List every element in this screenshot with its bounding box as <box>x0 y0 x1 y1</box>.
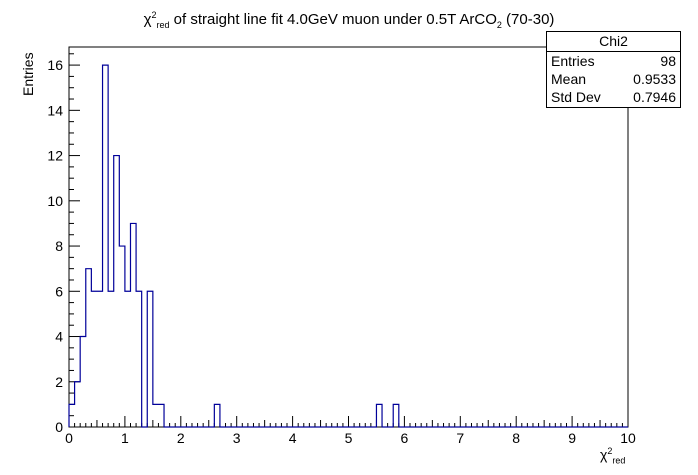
histogram-bin <box>136 291 142 427</box>
histogram-bin <box>103 65 109 427</box>
histogram-bin <box>147 291 153 427</box>
stats-box-name: Chi2 <box>547 32 680 52</box>
x-tick-label: 3 <box>233 430 241 446</box>
y-tick-label: 10 <box>47 193 63 209</box>
y-tick-label: 0 <box>55 419 63 435</box>
x-tick-label: 10 <box>620 430 636 446</box>
y-tick-label: 8 <box>55 238 63 254</box>
stats-label: Entries <box>551 53 595 69</box>
y-tick-label: 16 <box>47 57 63 73</box>
y-tick-label: 14 <box>47 102 63 118</box>
histogram-bin <box>214 404 220 427</box>
histogram-bin <box>86 269 92 427</box>
x-tick-label: 8 <box>512 430 520 446</box>
stats-row-mean: Mean 0.9533 <box>547 70 680 88</box>
stats-label: Mean <box>551 71 587 87</box>
y-tick-label: 12 <box>47 148 63 164</box>
stats-box: Chi2 Entries 98 Mean 0.9533 Std Dev 0.79… <box>546 31 681 108</box>
stats-label: Std Dev <box>551 89 601 105</box>
histogram-bin <box>153 404 159 427</box>
x-tick-label: 2 <box>177 430 185 446</box>
x-axis-label: χ2red <box>600 446 626 466</box>
histogram-outline <box>68 64 628 428</box>
y-axis-label: Entries <box>20 52 36 96</box>
histogram-bin <box>114 156 120 427</box>
stats-value: 98 <box>660 53 676 69</box>
y-tick-label: 2 <box>55 374 63 390</box>
stats-value: 0.7946 <box>633 89 676 105</box>
stats-row-stddev: Std Dev 0.7946 <box>547 88 680 106</box>
histogram-bin <box>108 291 114 427</box>
stats-value: 0.9533 <box>633 71 676 87</box>
histogram-bin <box>393 404 399 427</box>
x-tick-label: 6 <box>401 430 409 446</box>
histogram-bin <box>91 291 97 427</box>
histogram-bin <box>119 246 125 427</box>
histogram-bin <box>125 291 131 427</box>
x-tick-label: 1 <box>121 430 129 446</box>
x-tick-label: 4 <box>289 430 297 446</box>
histogram-bin <box>158 404 164 427</box>
x-tick-label: 0 <box>65 430 73 446</box>
x-tick-label: 9 <box>568 430 576 446</box>
histogram-bin <box>376 404 382 427</box>
histogram-bin <box>130 223 136 427</box>
stats-row-entries: Entries 98 <box>547 52 680 70</box>
x-tick-label: 5 <box>345 430 353 446</box>
x-tick-label: 7 <box>456 430 464 446</box>
histogram-bin <box>97 291 103 427</box>
histogram-bin <box>80 337 86 427</box>
y-tick-label: 4 <box>55 329 63 345</box>
y-tick-label: 6 <box>55 283 63 299</box>
chart-title: χ2red of straight line fit 4.0GeV muon u… <box>143 10 555 30</box>
histogram-bin <box>75 382 81 427</box>
